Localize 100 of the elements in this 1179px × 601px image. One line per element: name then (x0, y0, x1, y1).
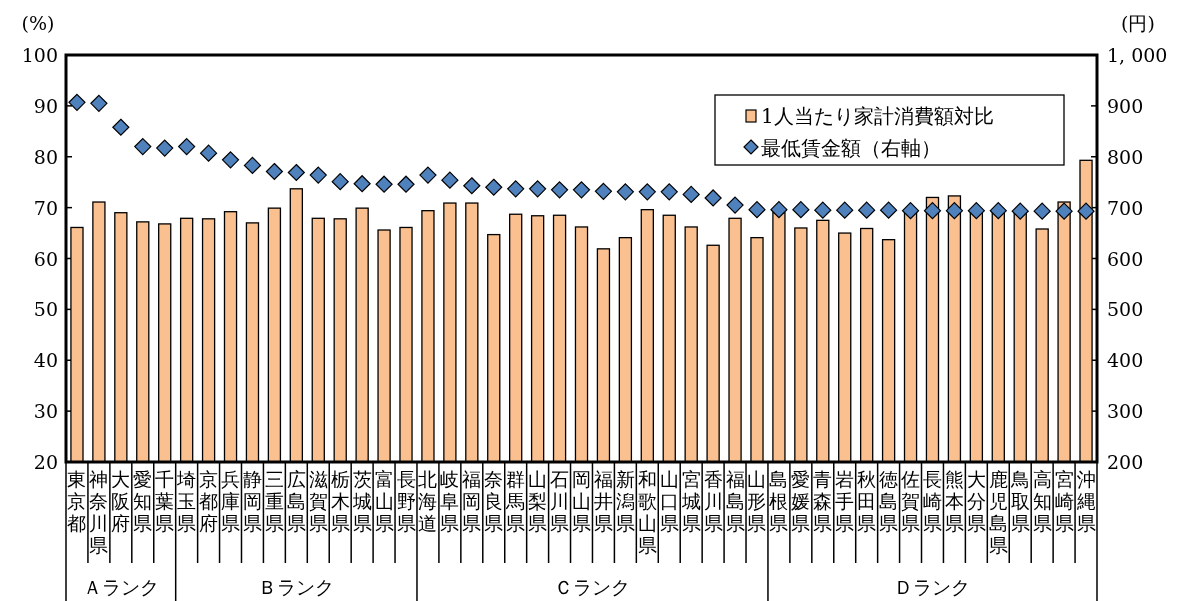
xtick: 栃木県 (330, 468, 350, 534)
xtick: 宮崎県 (1054, 468, 1074, 534)
text: Ｂランク (258, 576, 335, 598)
xtick: 新潟県 (615, 468, 635, 534)
xtick: 熊本県 (944, 468, 964, 534)
point (704, 189, 722, 207)
y2label: (円) (1121, 12, 1155, 34)
point (134, 137, 152, 156)
point (287, 163, 305, 182)
xtick: 福井県 (593, 468, 613, 534)
point (726, 196, 744, 214)
xtick: 青森県 (813, 468, 833, 534)
point (858, 201, 876, 219)
point (265, 162, 283, 181)
y-tick-label: 70 (33, 196, 58, 219)
xtick: 長野県 (396, 468, 416, 534)
xtick: 兵庫県 (221, 468, 240, 534)
text: Ａランク (82, 576, 159, 598)
xtick: 三重県 (264, 468, 284, 534)
y-tick-label: 30 (33, 400, 58, 423)
xtick: 愛知県 (133, 468, 153, 534)
point (68, 93, 86, 111)
xtick: 岡山県 (572, 468, 591, 534)
point (923, 202, 942, 220)
point (529, 180, 547, 198)
point (572, 181, 591, 199)
y2-tick-label: 800 (1107, 145, 1144, 168)
xtick: 山形県 (747, 468, 767, 534)
point (814, 201, 832, 219)
point (309, 166, 327, 184)
y2-tick-label: 300 (1107, 400, 1144, 423)
xtick: 富山県 (374, 468, 394, 534)
point (1055, 202, 1073, 220)
y2-tick-label: 500 (1107, 298, 1144, 321)
xtick: 福岡県 (462, 468, 482, 534)
xtick: 岩手県 (835, 468, 855, 534)
y2-tick-label: 400 (1107, 349, 1144, 372)
xtick: 広島県 (286, 468, 306, 534)
point (945, 202, 964, 220)
y2-tick-label: 700 (1107, 196, 1144, 219)
point (880, 201, 898, 219)
y2-tick-label: 600 (1107, 247, 1144, 270)
xtick: 福島県 (725, 468, 745, 534)
legend-label: 最低賃金額（右軸） (761, 136, 941, 160)
point (243, 156, 262, 174)
y-tick-label: 100 (21, 44, 58, 66)
ylabel: (%) (21, 12, 55, 34)
point (989, 202, 1007, 220)
xtick: 高知県 (1032, 468, 1052, 534)
point (748, 201, 766, 219)
xtick: 千葉県 (155, 468, 175, 534)
point (375, 175, 393, 193)
xtick: 長崎県 (923, 468, 942, 534)
xtick: 山口県 (659, 468, 679, 534)
point (221, 151, 240, 169)
xtick: 静岡県 (242, 468, 262, 534)
xtick: 秋田県 (857, 468, 877, 534)
y-tick-label: 50 (33, 298, 58, 321)
xtick: 愛媛県 (791, 468, 811, 534)
xtick: 和歌山県 (637, 468, 657, 556)
point (178, 137, 196, 156)
point (331, 173, 349, 191)
point (836, 201, 854, 219)
xtick: 香川県 (703, 468, 723, 534)
y2-tick-label: 900 (1107, 94, 1144, 117)
point (463, 177, 481, 195)
xtick: 佐賀県 (901, 468, 921, 534)
point (156, 139, 174, 157)
point (419, 166, 437, 184)
xtick: 北海道 (418, 468, 438, 534)
y-tick-label: 80 (33, 145, 58, 168)
point (967, 202, 985, 220)
legend-label: 1人当たり家計消費額対比 (761, 104, 994, 128)
point (901, 202, 920, 220)
point (112, 118, 130, 136)
text: Ｄランク (894, 576, 971, 598)
xtick: 群馬県 (506, 468, 526, 534)
point (660, 183, 678, 201)
y2-tick-label: 1, 000 (1107, 44, 1168, 66)
point (616, 183, 634, 201)
xtick: 神奈川県 (89, 468, 109, 556)
y-tick-label: 90 (33, 94, 58, 117)
xtick: 埼玉県 (177, 468, 197, 534)
xtick: 島根県 (769, 468, 789, 534)
point (397, 175, 415, 193)
xtick: 山梨県 (528, 468, 548, 534)
y-tick-label: 60 (33, 247, 58, 270)
xtick: 京都府 (199, 468, 219, 534)
y-tick-label: 40 (33, 349, 58, 372)
xtick: 徳島県 (879, 468, 899, 534)
text: Ｃランク (554, 576, 631, 598)
xtick: 大分県 (966, 468, 986, 534)
point (770, 201, 788, 219)
point (1077, 202, 1095, 220)
point (792, 201, 810, 219)
point (1033, 202, 1051, 220)
point (90, 94, 108, 112)
y-tick-label: 20 (33, 451, 58, 473)
xtick: 岐阜県 (440, 468, 460, 534)
xtick: 鹿児島県 (988, 468, 1008, 556)
